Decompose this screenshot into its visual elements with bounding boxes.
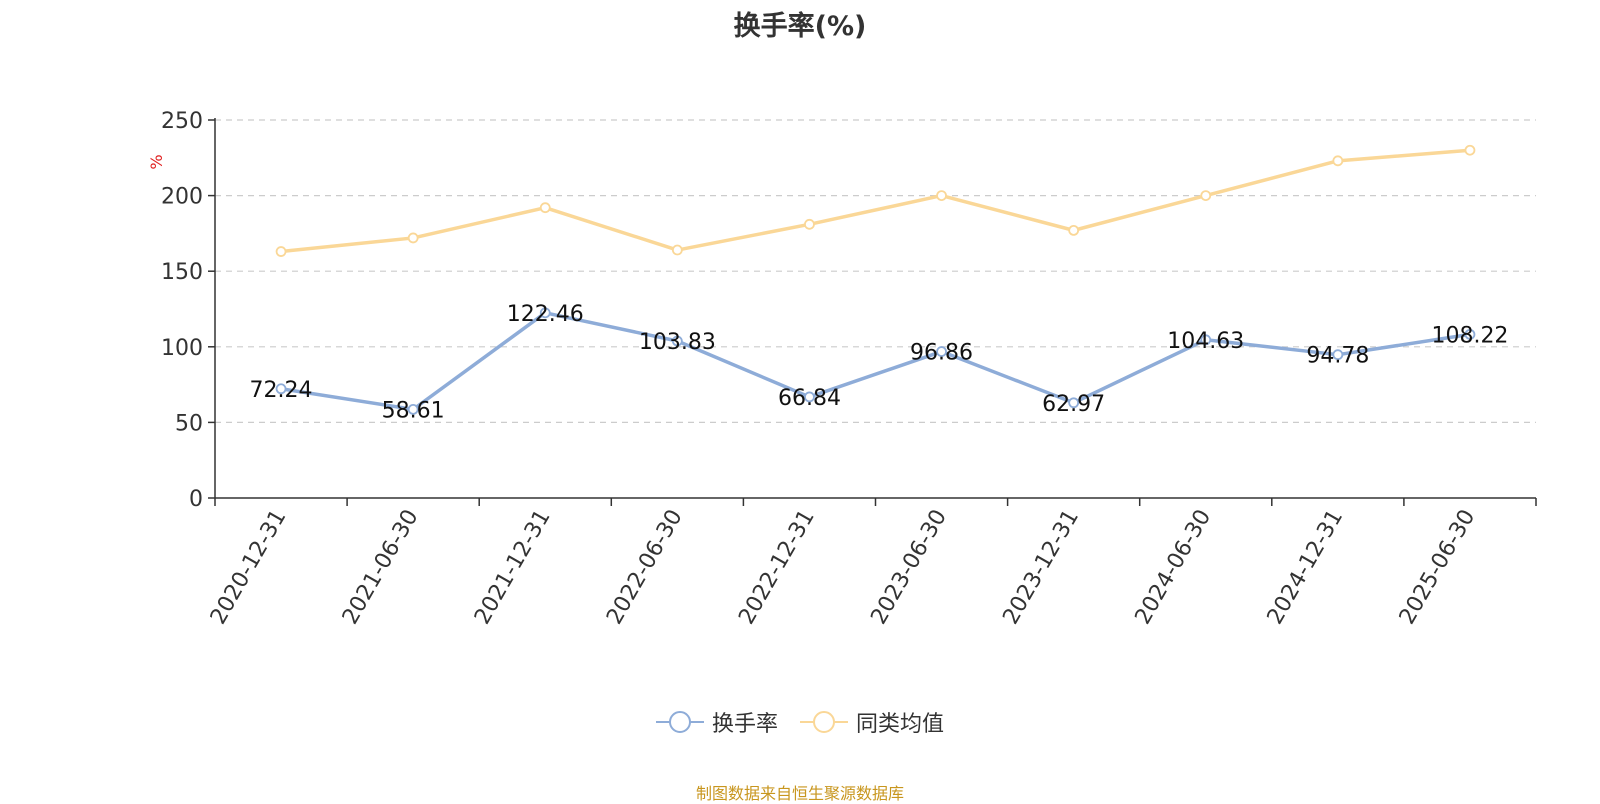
x-tick-label: 2023-12-31 <box>998 506 1084 629</box>
x-tick-label: 2022-12-31 <box>734 506 820 629</box>
y-tick-label: 200 <box>161 185 203 210</box>
grid-lines <box>215 119 1536 423</box>
data-label: 62.97 <box>1042 392 1105 417</box>
chart-title: 换手率(%) <box>733 11 867 42</box>
data-label: 103.83 <box>639 330 716 355</box>
legend-label: 同类均值 <box>856 712 945 737</box>
legend-swatch-icon <box>800 711 848 733</box>
data-point <box>407 403 419 415</box>
x-tick-label: 2024-12-31 <box>1263 506 1349 629</box>
data-point <box>936 346 947 357</box>
axes: 0 50 100 150 200 250% 2020-12-31 2021-06-30 2021… <box>147 109 1537 629</box>
data-point <box>1464 328 1476 340</box>
data-point <box>275 383 287 395</box>
x-tick-label: 2020-12-31 <box>206 506 292 629</box>
x-tick-label: 2024-06-30 <box>1131 506 1217 629</box>
data-point <box>1068 397 1080 409</box>
series-lines <box>275 144 1476 415</box>
y-tick-label: 50 <box>175 411 203 436</box>
data-label: 66.84 <box>778 386 841 411</box>
data-label: 122.46 <box>507 302 584 327</box>
data-point <box>275 246 287 257</box>
data-label: 72.24 <box>250 378 313 403</box>
data-point <box>1332 155 1344 167</box>
legend-swatch-icon <box>655 711 704 733</box>
y-tick-label: 150 <box>161 260 203 285</box>
y-axis-label: % <box>147 154 166 169</box>
data-point <box>1068 224 1080 236</box>
x-tick-label: 2021-12-31 <box>470 506 556 629</box>
data-point <box>1200 190 1212 202</box>
x-tick-label: 2022-06-30 <box>602 506 688 629</box>
series-line-1 <box>280 148 1471 254</box>
data-point <box>407 232 419 244</box>
data-label: 108.22 <box>1431 323 1508 348</box>
y-tick-label: 0 <box>189 487 203 512</box>
data-point <box>1332 349 1344 361</box>
data-point <box>936 190 947 202</box>
data-point <box>671 244 683 256</box>
data-point <box>1464 144 1476 156</box>
legend-item[interactable]: 同类均值 <box>800 706 944 738</box>
x-tick-label: 2025-06-30 <box>1395 506 1481 629</box>
data-point <box>671 335 683 347</box>
data-point <box>1200 334 1212 346</box>
y-tick-label: 100 <box>161 336 203 361</box>
x-tick-label: 2023-06-30 <box>866 506 952 629</box>
data-point <box>804 391 815 403</box>
series-line-0 <box>280 311 1471 412</box>
data-label: 104.63 <box>1167 329 1244 354</box>
x-tick-label: 2021-06-30 <box>338 506 424 629</box>
legend-label: 换手率 <box>711 712 778 737</box>
data-point <box>539 202 551 214</box>
data-label: 94.78 <box>1306 344 1369 369</box>
legend: 换手率 同类均值 <box>0 706 1600 738</box>
source-note: 制图数据来自恒生聚源数据库 <box>695 784 904 803</box>
data-point <box>539 307 551 319</box>
data-point <box>804 218 815 230</box>
data-label: 96.86 <box>910 341 973 366</box>
legend-item[interactable]: 换手率 <box>655 706 778 738</box>
data-labels: 72.24 58.61 122.46 103.83 66.84 96.86 62.97 104… <box>250 302 1509 424</box>
y-tick-label: 250 <box>161 109 203 134</box>
data-label: 58.61 <box>382 398 445 423</box>
